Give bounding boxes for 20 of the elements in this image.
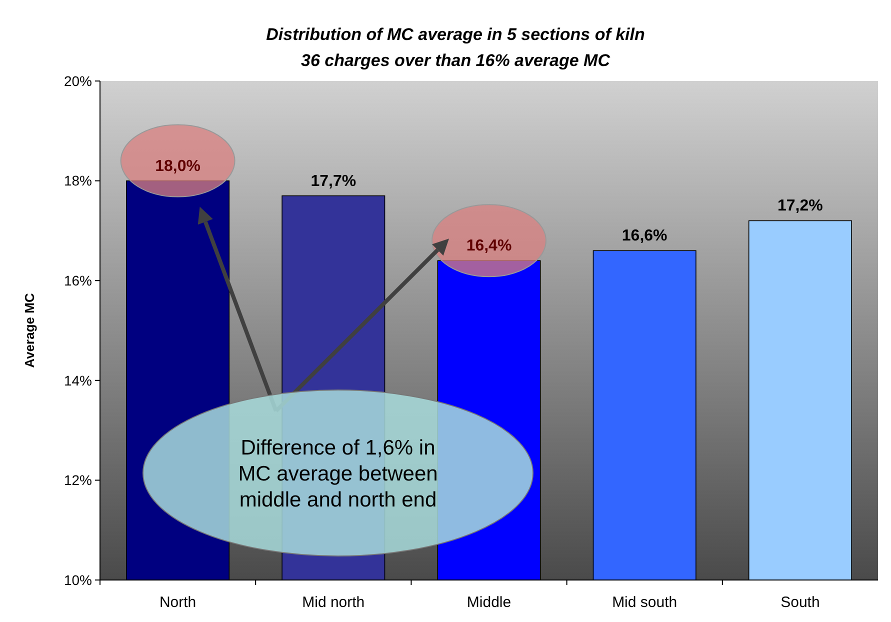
chart-title: Distribution of MC average in 5 sections of kiln [266,25,645,44]
data-label: 17,7% [310,172,356,190]
data-label: 16,6% [622,228,668,245]
data-label: 16,4% [466,238,512,255]
x-tick-label: South [780,594,820,611]
x-tick-label: Middle [466,594,512,611]
y-tick-label: 16% [64,272,92,288]
data-label: 17,2% [778,198,823,215]
y-tick-label: 14% [64,372,92,388]
y-tick-label: 18% [64,172,92,189]
data-label: 18,0% [155,158,200,175]
x-tick-label: Mid south [612,594,678,611]
annotation: Difference of 1,6% in MC average between middle and north end [238,436,438,512]
y-tick-label: 20% [64,72,92,89]
y-tick-label: 10% [64,572,92,588]
y-tick-label: 12% [64,472,92,488]
x-tick-label: Mid north [302,594,365,611]
x-tick-label: North [159,594,196,611]
chart-subtitle: 36 charges over than 16% average MC [301,51,611,70]
y-axis-title: Average MC [22,292,37,368]
